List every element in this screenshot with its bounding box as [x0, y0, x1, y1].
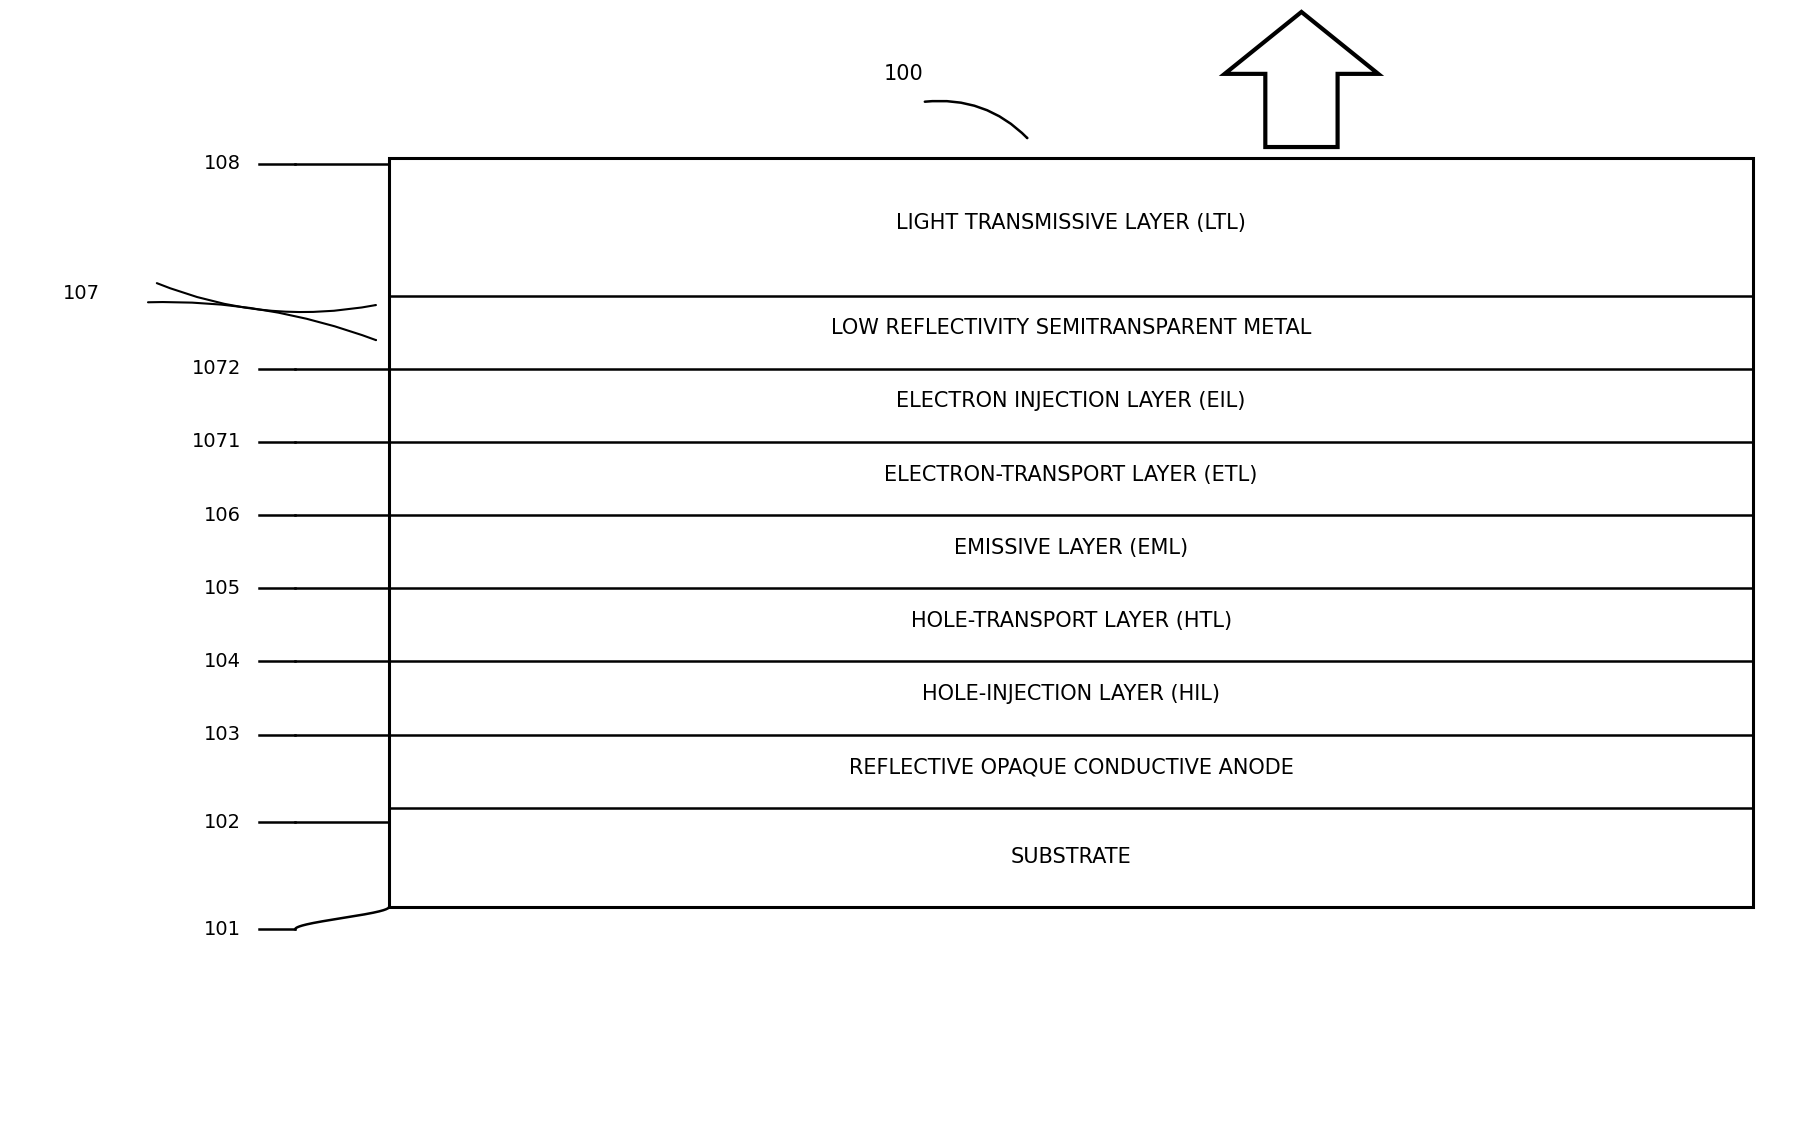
Text: 1071: 1071	[192, 433, 240, 452]
Text: 107: 107	[63, 284, 99, 303]
Text: HOLE-TRANSPORT LAYER (HTL): HOLE-TRANSPORT LAYER (HTL)	[911, 611, 1231, 631]
Polygon shape	[1223, 12, 1377, 147]
Text: 1072: 1072	[192, 360, 240, 379]
Text: ELECTRON-TRANSPORT LAYER (ETL): ELECTRON-TRANSPORT LAYER (ETL)	[884, 464, 1258, 485]
Text: 104: 104	[204, 651, 240, 671]
Text: ELECTRON INJECTION LAYER (EIL): ELECTRON INJECTION LAYER (EIL)	[896, 391, 1245, 411]
Bar	[389, 158, 1753, 907]
Text: REFLECTIVE OPAQUE CONDUCTIVE ANODE: REFLECTIVE OPAQUE CONDUCTIVE ANODE	[847, 757, 1292, 778]
Text: 101: 101	[204, 920, 240, 939]
Text: 102: 102	[204, 813, 240, 832]
Text: SUBSTRATE: SUBSTRATE	[1010, 848, 1131, 868]
Text: 105: 105	[204, 579, 240, 597]
FancyArrowPatch shape	[925, 101, 1026, 137]
Text: 108: 108	[204, 154, 240, 174]
Text: HOLE-INJECTION LAYER (HIL): HOLE-INJECTION LAYER (HIL)	[922, 684, 1220, 704]
Text: LIGHT TRANSMISSIVE LAYER (LTL): LIGHT TRANSMISSIVE LAYER (LTL)	[896, 213, 1245, 233]
FancyArrowPatch shape	[157, 283, 376, 312]
FancyArrowPatch shape	[148, 302, 376, 340]
Text: 106: 106	[204, 506, 240, 524]
Text: 103: 103	[204, 725, 240, 744]
Text: LOW REFLECTIVITY SEMITRANSPARENT METAL: LOW REFLECTIVITY SEMITRANSPARENT METAL	[831, 318, 1310, 338]
Text: EMISSIVE LAYER (EML): EMISSIVE LAYER (EML)	[954, 538, 1187, 558]
Text: 100: 100	[884, 64, 923, 83]
